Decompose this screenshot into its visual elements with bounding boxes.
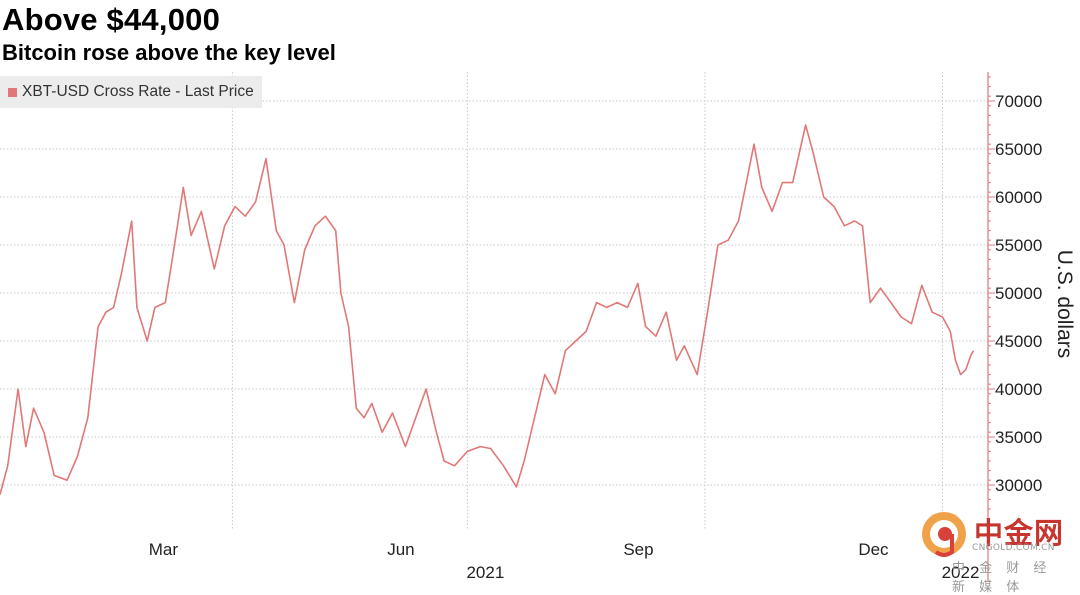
y-tick-label: 65000 bbox=[995, 140, 1042, 159]
x-axis-labels: Mar Jun Sep Dec 2021 2022 bbox=[149, 540, 980, 582]
watermark-name: 中金网 bbox=[974, 516, 1065, 550]
price-series bbox=[0, 124, 975, 495]
watermark: 中金网 CNGOLD.COM.CN 中 金 财 经 新 媒 体 bbox=[918, 508, 1078, 595]
x-tick-label: Dec bbox=[858, 540, 889, 559]
y-axis-label: U.S. dollars bbox=[1053, 250, 1076, 359]
watermark-site: CNGOLD.COM.CN bbox=[972, 543, 1055, 553]
x-tick-label: Mar bbox=[149, 540, 179, 559]
chart-title: Above $44,000 bbox=[2, 2, 221, 37]
watermark-tagline: 中 金 财 经 新 媒 体 bbox=[952, 561, 1052, 595]
y-tick-label: 35000 bbox=[995, 428, 1042, 447]
watermark-logo-icon bbox=[922, 512, 966, 557]
x-tick-label: Jun bbox=[387, 540, 414, 559]
y-tick-label: 55000 bbox=[995, 236, 1042, 255]
x-tick-label: Sep bbox=[623, 540, 653, 559]
y-tick-label: 45000 bbox=[995, 332, 1042, 351]
price-chart: 30000 35000 40000 45000 50000 55000 60000 65000… bbox=[0, 72, 1076, 582]
price-line bbox=[0, 124, 975, 495]
x-year-label: 2021 bbox=[466, 563, 504, 582]
y-tick-label: 60000 bbox=[995, 188, 1042, 207]
y-axis: 30000 35000 40000 45000 50000 55000 60000 65000… bbox=[987, 72, 1042, 582]
legend-label: XBT-USD Cross Rate - Last Price bbox=[22, 83, 254, 100]
chart-grid bbox=[0, 72, 988, 530]
y-tick-label: 40000 bbox=[995, 380, 1042, 399]
x-year-label: 2022 bbox=[942, 563, 980, 582]
legend-swatch bbox=[8, 87, 17, 97]
chart-legend: XBT-USD Cross Rate - Last Price bbox=[0, 76, 262, 108]
y-tick-label: 50000 bbox=[995, 284, 1042, 303]
chart-subtitle: Bitcoin rose above the key level bbox=[2, 40, 336, 65]
y-tick-label: 70000 bbox=[995, 92, 1042, 111]
y-tick-label: 30000 bbox=[995, 476, 1042, 495]
